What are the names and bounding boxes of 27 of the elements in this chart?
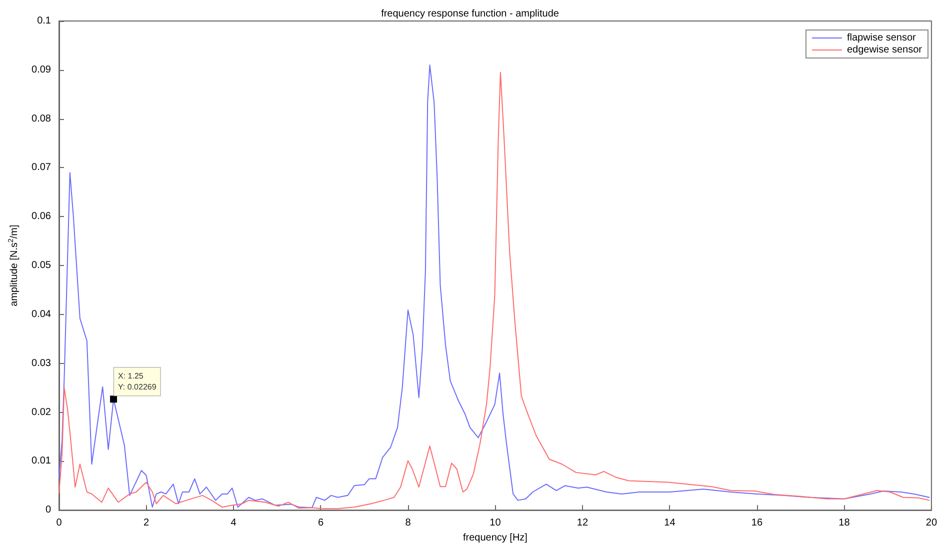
y-tick-label: 0.06 xyxy=(32,211,52,222)
y-tick-label: 0.03 xyxy=(32,358,52,369)
y-tick-label: 0 xyxy=(45,504,52,516)
x-tick-label: 0 xyxy=(56,518,62,529)
x-tick-label: 20 xyxy=(926,518,938,529)
annotation: X: 1.25 Y: 0.02269 xyxy=(118,372,157,392)
legend-label: flapwise sensor xyxy=(846,32,917,44)
y-tick-label: 0.05 xyxy=(32,260,52,272)
y-tick-label: 0.07 xyxy=(32,162,52,174)
chart-title: frequency response function - amplitude xyxy=(381,8,560,20)
x-tick-label: 14 xyxy=(664,518,676,529)
y-tick-label: 0.01 xyxy=(32,456,52,467)
x-tick-label: 12 xyxy=(576,518,588,529)
x-tick-label: 6 xyxy=(318,518,324,529)
x-tick-label: 2 xyxy=(143,518,150,529)
y-tick-label: 0.09 xyxy=(32,64,52,76)
y-tick-label: 0.02 xyxy=(32,406,52,418)
legend-label: edgewise sensor xyxy=(846,44,923,56)
y-tick-label: 0.1 xyxy=(37,16,52,26)
x-tick-label: 18 xyxy=(838,518,850,529)
x-tick-label: 8 xyxy=(405,518,412,529)
y-tick-label: 0.08 xyxy=(32,113,52,124)
y-tick-label: 0.04 xyxy=(32,308,52,320)
x-tick-label: 10 xyxy=(490,518,502,529)
x-axis-title: frequency [Hz] xyxy=(462,532,528,544)
x-tick-label: 16 xyxy=(751,518,763,529)
x-tick-label: 4 xyxy=(230,518,237,529)
